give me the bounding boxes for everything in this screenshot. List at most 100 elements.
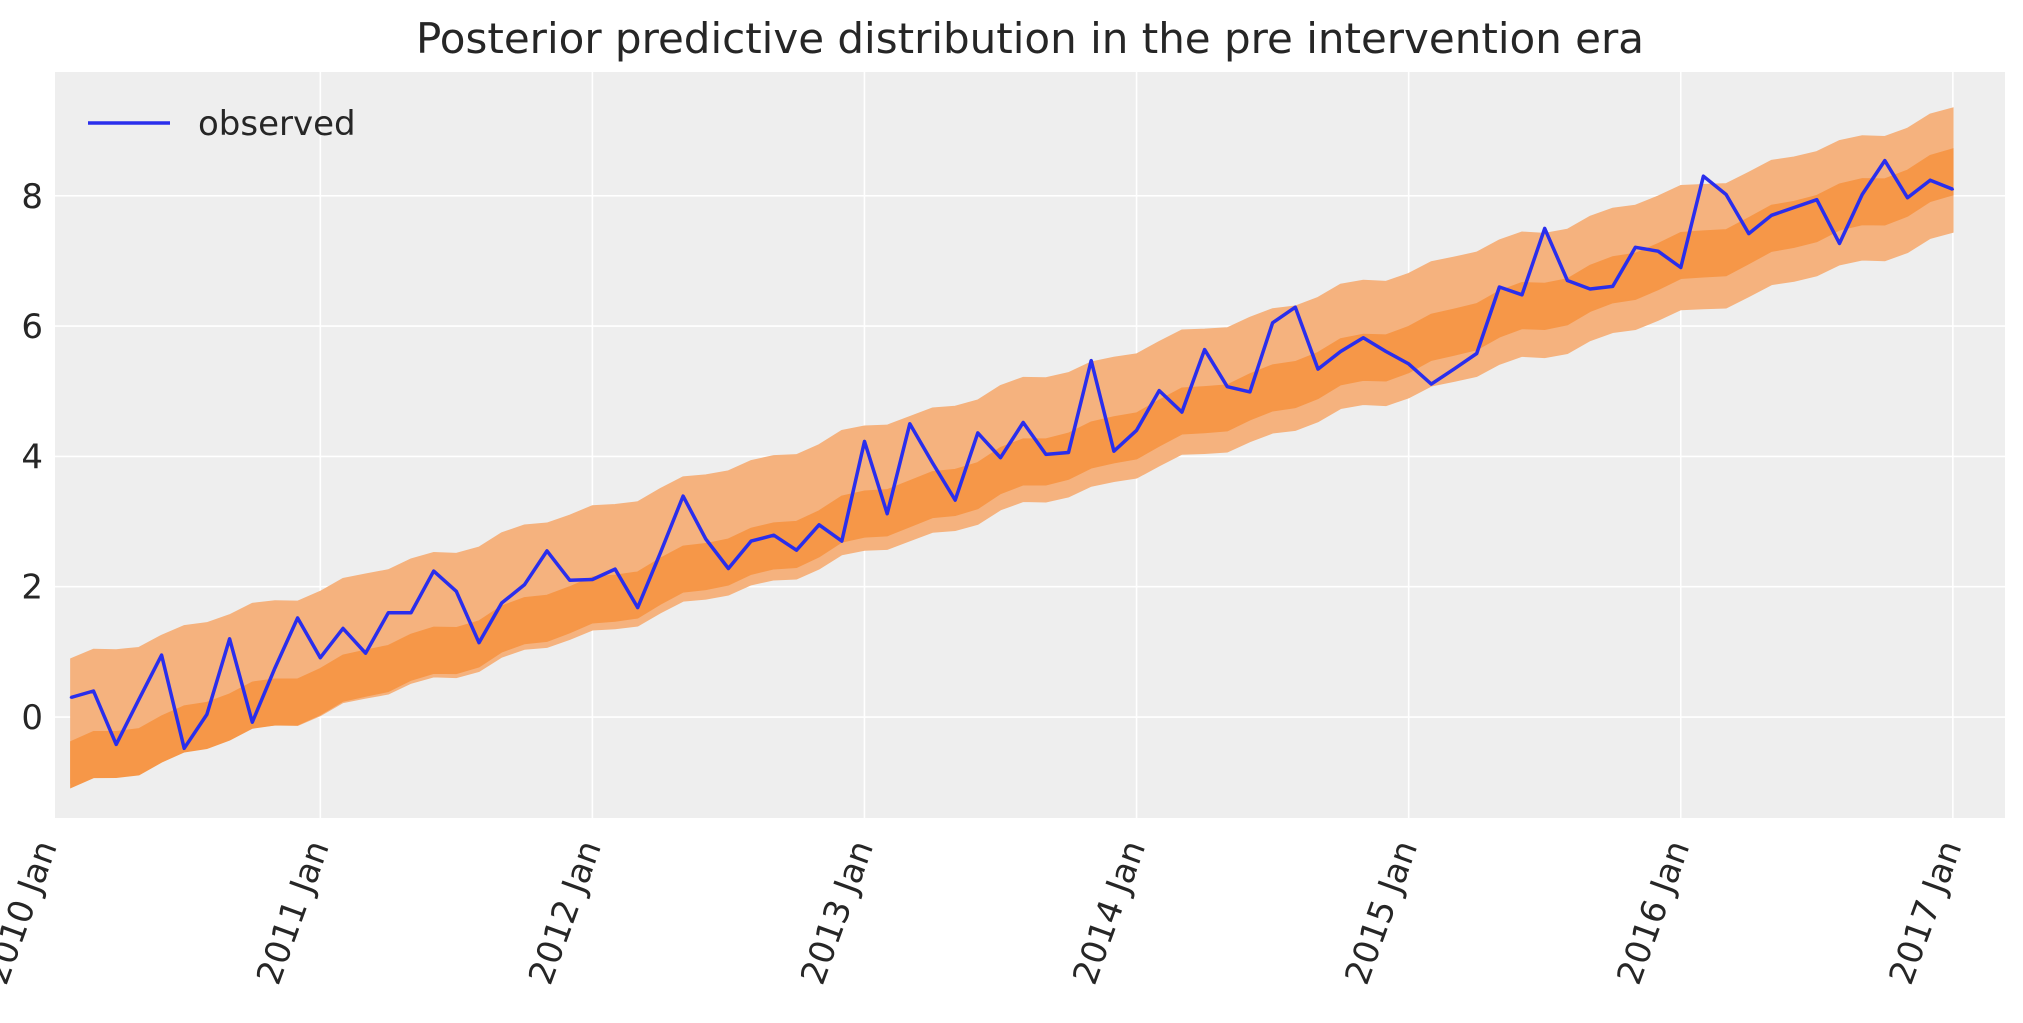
observed-point bbox=[772, 534, 775, 537]
y-tick-label: 0 bbox=[21, 698, 43, 738]
observed-point bbox=[69, 696, 73, 699]
observed-point bbox=[568, 578, 571, 582]
y-tick-label: 8 bbox=[21, 177, 43, 217]
observed-line bbox=[70, 158, 1954, 751]
legend: observed bbox=[88, 104, 356, 144]
y-tick-label: 2 bbox=[21, 568, 43, 608]
observed-point bbox=[613, 567, 617, 571]
observed-point bbox=[160, 653, 163, 657]
observed-point bbox=[1498, 285, 1501, 289]
observed-point bbox=[251, 721, 254, 724]
observed-point bbox=[1226, 385, 1229, 388]
observed-point bbox=[1520, 293, 1524, 297]
observed-point bbox=[500, 601, 503, 605]
observed-point bbox=[1316, 367, 1320, 371]
x-tick-label: 2014 Jan bbox=[1065, 835, 1154, 989]
observed-point bbox=[1792, 206, 1796, 209]
band-layer bbox=[70, 107, 1954, 789]
observed-point bbox=[1044, 453, 1048, 456]
observed-point bbox=[795, 549, 798, 552]
observed-point bbox=[1452, 367, 1456, 371]
y-tick-label: 4 bbox=[21, 437, 43, 477]
observed-point bbox=[1067, 451, 1070, 454]
observed-point bbox=[1090, 359, 1093, 362]
observed-point bbox=[885, 512, 889, 515]
observed-point bbox=[387, 611, 390, 614]
observed-point bbox=[205, 713, 209, 716]
observed-point bbox=[1271, 321, 1274, 325]
observed-point bbox=[908, 422, 912, 426]
observed-point bbox=[1815, 198, 1819, 201]
observed-point bbox=[1407, 362, 1410, 366]
observed-point bbox=[1611, 285, 1614, 288]
legend-label-observed: observed bbox=[198, 104, 356, 144]
observed-point bbox=[1928, 178, 1932, 182]
observed-point bbox=[999, 456, 1002, 459]
observed-point bbox=[432, 569, 435, 573]
observed-point bbox=[1384, 350, 1388, 353]
observed-point bbox=[1770, 214, 1773, 217]
observed-point bbox=[409, 611, 413, 614]
observed-point bbox=[1475, 352, 1478, 355]
observed-point bbox=[228, 637, 231, 641]
observed-point bbox=[1679, 266, 1682, 269]
observed-point bbox=[296, 616, 299, 620]
line-layer bbox=[69, 158, 1955, 751]
observed-point bbox=[1634, 246, 1637, 249]
x-tick-label: 2013 Jan bbox=[793, 835, 882, 989]
observed-point bbox=[1860, 193, 1864, 196]
observed-point bbox=[455, 590, 458, 593]
observed-point bbox=[953, 498, 957, 502]
observed-point bbox=[1724, 193, 1728, 196]
observed-point bbox=[1702, 175, 1705, 178]
observed-point bbox=[727, 567, 730, 570]
observed-point bbox=[545, 549, 549, 553]
x-tick-label: 2017 Jan bbox=[1882, 835, 1971, 989]
observed-point bbox=[976, 431, 980, 435]
observed-point bbox=[92, 689, 95, 693]
observed-point bbox=[477, 641, 481, 644]
observed-point bbox=[273, 666, 277, 670]
observed-point bbox=[1906, 196, 1909, 199]
observed-point bbox=[704, 537, 707, 541]
observed-point bbox=[591, 578, 594, 581]
observed-point bbox=[863, 440, 866, 443]
observed-point bbox=[183, 747, 186, 750]
y-tick-label: 6 bbox=[21, 307, 43, 347]
x-tick-label: 2015 Jan bbox=[1337, 835, 1426, 989]
observed-point bbox=[1543, 227, 1546, 230]
observed-point bbox=[1747, 232, 1750, 235]
observed-point bbox=[1656, 249, 1660, 253]
observed-point bbox=[1112, 449, 1116, 453]
observed-point bbox=[1294, 306, 1297, 309]
x-tick-label: 2011 Jan bbox=[249, 835, 338, 989]
observed-point bbox=[659, 551, 662, 555]
observed-point bbox=[1203, 348, 1206, 351]
observed-point bbox=[1135, 429, 1138, 432]
observed-point bbox=[840, 539, 844, 543]
observed-point bbox=[1158, 389, 1161, 392]
observed-point bbox=[681, 494, 685, 498]
observed-point bbox=[1362, 336, 1365, 340]
observed-point bbox=[137, 698, 141, 701]
observed-point bbox=[341, 627, 345, 630]
observed-point bbox=[1430, 382, 1433, 386]
x-tick-label: 2010 Jan bbox=[0, 835, 66, 989]
chart-title: Posterior predictive distribution in the… bbox=[416, 14, 1644, 63]
hdi-inner-band bbox=[70, 148, 1954, 789]
observed-point bbox=[115, 743, 118, 746]
observed-point bbox=[523, 583, 526, 586]
observed-point bbox=[636, 606, 639, 609]
observed-point bbox=[817, 523, 821, 527]
observed-point bbox=[1339, 350, 1342, 353]
observed-point bbox=[931, 461, 934, 465]
observed-point bbox=[1883, 159, 1887, 162]
observed-point bbox=[1021, 421, 1025, 424]
observed-point bbox=[364, 651, 367, 655]
observed-point bbox=[1588, 287, 1592, 291]
observed-point bbox=[1248, 390, 1252, 394]
observed-point bbox=[1566, 279, 1569, 282]
x-tick-label: 2012 Jan bbox=[521, 835, 610, 989]
